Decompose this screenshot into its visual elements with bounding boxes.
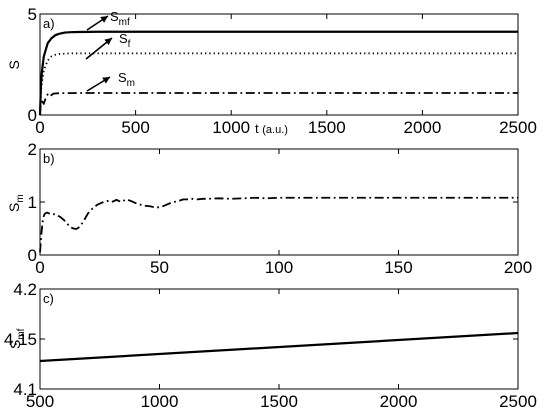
series-arrow-head xyxy=(102,77,110,84)
panel-label: c) xyxy=(43,291,54,306)
x-tick-label: 150 xyxy=(384,258,412,277)
x-tick-label: 1500 xyxy=(260,392,298,411)
x-tick-label: 1500 xyxy=(308,118,346,137)
x-tick-label: 1000 xyxy=(141,392,179,411)
y-axis-label: S xyxy=(6,60,22,69)
y-tick-label: 2 xyxy=(28,140,37,159)
series-label-subscript: f xyxy=(128,39,131,50)
panel-b: 0 50 100 150 200 0 1 2 b) Sm xyxy=(6,140,532,277)
y-tick-label: 1 xyxy=(28,193,37,212)
series-line-s-m xyxy=(39,92,518,116)
x-tick-label: 500 xyxy=(121,118,149,137)
series-line-s-mf xyxy=(38,30,518,116)
x-tick-label: 200 xyxy=(504,258,532,277)
plot-frame xyxy=(39,13,519,116)
y-axis-label-subscript: m xyxy=(15,194,26,202)
plot-frame xyxy=(39,148,519,256)
x-tick-label: 2500 xyxy=(499,392,537,411)
y-tick-label: 5 xyxy=(28,5,37,24)
x-tick-label: 500 xyxy=(26,392,54,411)
series-label-s-f: Sf xyxy=(119,31,131,50)
panel-label: b) xyxy=(43,151,55,166)
x-axis-label: t (a.u.) xyxy=(255,121,288,136)
y-tick-label: 4.15 xyxy=(4,330,37,349)
x-tick-label: 2500 xyxy=(499,118,537,137)
y-axis-label-subscript: mf xyxy=(16,328,27,339)
y-tick-label: 0 xyxy=(28,246,37,265)
y-axis-label: Sm xyxy=(6,194,26,212)
y-tick-label: 4.2 xyxy=(13,280,37,299)
y-tick-label: 4.1 xyxy=(13,380,37,399)
series-label-subscript: m xyxy=(127,78,135,89)
x-tick-label: 100 xyxy=(265,258,293,277)
plot-frame xyxy=(39,288,519,390)
series-label-s-mf: Smf xyxy=(110,9,130,28)
series-arrow-head xyxy=(100,16,108,23)
x-tick-label: 1000 xyxy=(212,118,250,137)
y-tick-label: 0 xyxy=(28,106,37,125)
series-line-s-m xyxy=(39,196,518,253)
series-arrow-head xyxy=(104,38,112,46)
series-label-s-m: Sm xyxy=(118,70,135,89)
x-tick-label: 0 xyxy=(35,258,44,277)
panel-label: a) xyxy=(43,16,55,31)
x-tick-label: 2000 xyxy=(380,392,418,411)
series-line-s-mf xyxy=(39,331,519,363)
panel-a: 0 500 1000 1500 2000 2500 0 5 a) St (a.u.) Smf Sf Sm xyxy=(6,5,537,137)
x-tick-label: 0 xyxy=(35,118,44,137)
series-line-s-f xyxy=(39,52,518,116)
x-tick-label: 2000 xyxy=(403,118,441,137)
series-label-subscript: mf xyxy=(119,17,130,28)
x-tick-label: 50 xyxy=(150,258,169,277)
x-axis-unit: (a.u.) xyxy=(262,124,288,136)
